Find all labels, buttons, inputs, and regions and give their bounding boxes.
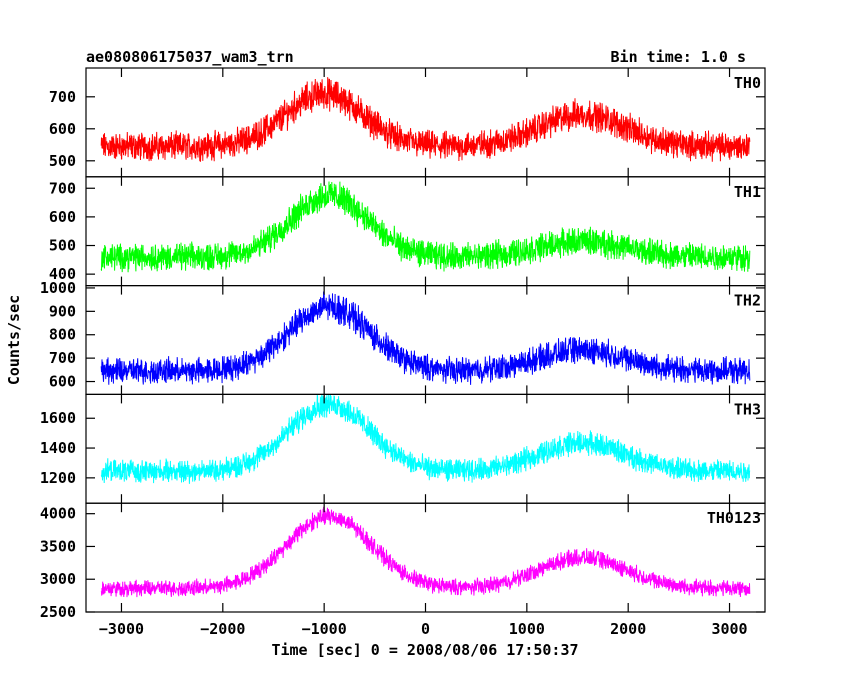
y-axis-label: Counts/sec — [5, 295, 23, 385]
y-tick-label: 700 — [49, 349, 76, 367]
panel-label: TH3 — [734, 400, 761, 418]
y-tick-label: 800 — [49, 326, 76, 344]
y-tick-label: 1200 — [40, 469, 76, 487]
x-tick-label: 3000 — [711, 620, 747, 638]
y-tick-label: 3500 — [40, 537, 76, 555]
panel-th2: 600 700 800 900 1000 TH2 — [40, 279, 766, 396]
panel-th1: 400 500 600 700 TH1 — [49, 176, 766, 287]
y-tick-label: 600 — [49, 373, 76, 391]
x-tick-label: 0 — [421, 620, 430, 638]
x-axis-label: Time [sec] 0 = 2008/08/06 17:50:37 — [271, 641, 578, 659]
series-line-th1 — [100, 181, 751, 273]
y-tick-label: 900 — [49, 302, 76, 320]
series-line-th3 — [100, 394, 751, 484]
panel-label: TH0123 — [707, 509, 761, 527]
series-line-th0123 — [100, 506, 751, 598]
y-tick-label: 700 — [49, 88, 76, 106]
panels-group: 500 600 700 TH0 400 500 600 700 TH1 600 700 800 900 1… — [40, 67, 766, 638]
x-tick-label: 1000 — [509, 620, 545, 638]
x-tick-label: −3000 — [99, 620, 144, 638]
panel-th0: 500 600 700 TH0 — [49, 67, 766, 178]
panel-frame — [85, 502, 766, 613]
x-tick-label: −1000 — [302, 620, 347, 638]
y-tick-label: 500 — [49, 152, 76, 170]
y-tick-label: 1600 — [40, 409, 76, 427]
x-tick-label: 2000 — [610, 620, 646, 638]
panel-label: TH2 — [734, 292, 761, 310]
bin-time-label: Bin time: 1.0 s — [611, 48, 746, 66]
y-tick-label: 700 — [49, 179, 76, 197]
panel-label: TH0 — [734, 74, 761, 92]
y-tick-label: 400 — [49, 265, 76, 283]
y-tick-label: 1400 — [40, 439, 76, 457]
series-line-th2 — [100, 291, 751, 385]
panel-frame — [85, 176, 766, 287]
y-tick-label: 2500 — [40, 603, 76, 621]
series-line-th0 — [100, 77, 751, 162]
x-tick-label: −2000 — [200, 620, 245, 638]
y-tick-label: 1000 — [40, 279, 76, 297]
panel-frame — [85, 285, 766, 396]
y-tick-label: 3000 — [40, 570, 76, 588]
panel-frame — [85, 393, 766, 504]
y-tick-label: 600 — [49, 120, 76, 138]
panel-label: TH1 — [734, 183, 761, 201]
y-tick-label: 500 — [49, 237, 76, 255]
y-tick-label: 600 — [49, 208, 76, 226]
panel-th3: 1200 1400 1600 TH3 — [40, 393, 766, 504]
panel-th0123: 2500 3000 3500 4000 TH0123 — [40, 502, 766, 621]
panel-frame — [85, 67, 766, 178]
chart-title: ae080806175037_wam3_trn — [86, 48, 294, 66]
y-tick-label: 4000 — [40, 505, 76, 523]
